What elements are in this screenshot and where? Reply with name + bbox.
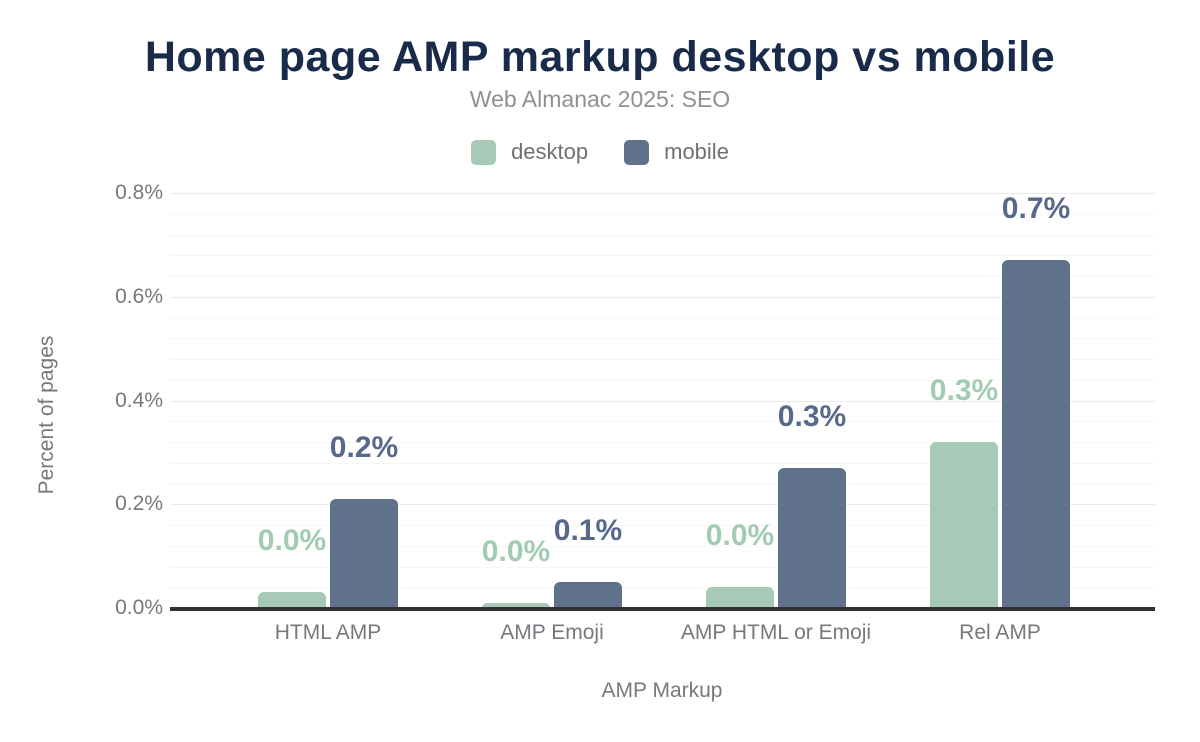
gridline-minor <box>170 317 1155 319</box>
bar-desktop-rel-amp <box>930 442 998 608</box>
x-category-label-rel-amp: Rel AMP <box>959 621 1041 644</box>
y-tick-label: 0.8% <box>115 181 163 204</box>
bar-desktop-html-amp <box>258 592 326 608</box>
gridline-major <box>170 504 1155 506</box>
value-label-desktop-amp-emoji: 0.0% <box>481 534 551 568</box>
value-label-mobile-amp-html-or-emoji: 0.3% <box>777 399 847 433</box>
y-axis-title: Percent of pages <box>35 335 58 495</box>
legend-item-mobile: mobile <box>624 139 729 165</box>
gridline-major <box>170 296 1155 298</box>
desktop-legend-swatch <box>471 139 497 165</box>
value-label-desktop-amp-html-or-emoji: 0.0% <box>705 519 775 553</box>
chart-subtitle: Web Almanac 2025: SEO <box>469 86 731 112</box>
value-label-mobile-html-amp: 0.2% <box>329 431 399 465</box>
legend: desktop mobile <box>0 139 1200 165</box>
gridline-minor <box>170 525 1155 526</box>
gridline-minor <box>170 421 1155 423</box>
gridline-minor <box>170 338 1155 340</box>
value-label-mobile-amp-emoji: 0.1% <box>553 514 623 548</box>
x-category-label-amp-emoji: AMP Emoji <box>500 621 604 644</box>
bar-desktop-amp-emoji <box>482 602 550 608</box>
gridline-minor <box>170 462 1155 464</box>
chart-title: Home page AMP markup desktop vs mobile <box>144 33 1056 81</box>
gridline-minor <box>170 255 1155 257</box>
legend-item-desktop: desktop <box>471 139 588 165</box>
gridline-major <box>170 193 1155 194</box>
value-label-desktop-html-amp: 0.0% <box>257 524 327 558</box>
gridline-minor <box>170 483 1155 485</box>
gridline-minor <box>170 213 1155 215</box>
mobile-legend-swatch <box>624 139 650 165</box>
gridline-major <box>170 400 1155 402</box>
bar-mobile-amp-html-or-emoji <box>778 467 846 608</box>
gridline-minor <box>170 234 1155 236</box>
bar-mobile-rel-amp <box>1002 260 1070 608</box>
x-category-label-amp-html-or-emoji: AMP HTML or Emoji <box>680 621 872 644</box>
bar-mobile-amp-emoji <box>554 582 622 608</box>
x-axis-title: AMP Markup <box>601 679 723 702</box>
desktop-legend-label: desktop <box>511 139 589 164</box>
gridline-minor <box>170 566 1155 568</box>
y-tick-label: 0.4% <box>115 388 163 412</box>
y-tick-label: 0.6% <box>115 284 163 308</box>
y-tick-label: 0.2% <box>115 492 163 516</box>
mobile-legend-label: mobile <box>664 139 729 164</box>
value-label-desktop-rel-amp: 0.3% <box>929 374 999 407</box>
gridline-minor <box>170 379 1155 381</box>
x-axis-line <box>170 607 1155 611</box>
y-tick-label: 0.0% <box>115 596 163 619</box>
gridline-minor <box>170 359 1155 360</box>
gridline-minor <box>170 587 1155 589</box>
bar-desktop-amp-html-or-emoji <box>706 587 774 609</box>
gridline-minor <box>170 545 1155 547</box>
x-category-label-html-amp: HTML AMP <box>274 621 382 644</box>
value-label-mobile-rel-amp: 0.7% <box>1001 192 1071 226</box>
gridline-minor <box>170 276 1155 277</box>
bar-mobile-html-amp <box>330 499 398 608</box>
gridline-minor <box>170 442 1155 443</box>
